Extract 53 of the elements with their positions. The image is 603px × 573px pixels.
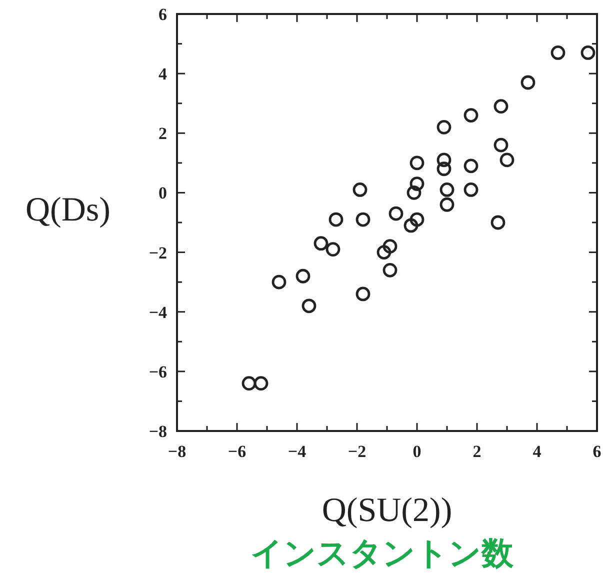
text: インスタントン数 [250, 534, 514, 572]
x-tick-label: −2 [348, 442, 366, 461]
point [242, 376, 256, 391]
point [356, 212, 370, 227]
point [440, 197, 454, 212]
point [382, 239, 398, 254]
y-tick-label: −2 [148, 243, 167, 262]
point [494, 99, 508, 114]
point [376, 245, 392, 260]
point [296, 268, 310, 284]
point [302, 298, 316, 314]
point [356, 286, 370, 302]
y-tick-label: 2 [158, 124, 167, 144]
point [436, 152, 452, 168]
x-tick-label: 4 [532, 442, 542, 461]
point [254, 376, 268, 391]
point [406, 186, 422, 200]
point [520, 75, 536, 90]
x-tick-label: 0 [412, 442, 422, 461]
y-tick-label: 4 [158, 64, 168, 84]
point [494, 138, 508, 152]
point [550, 46, 566, 60]
y-tick-label: 6 [158, 5, 167, 24]
point [440, 182, 454, 197]
point [410, 156, 424, 170]
y-tick-label: −8 [148, 422, 167, 441]
x-tick-label: −4 [288, 442, 307, 461]
point [272, 274, 286, 290]
y-tick-label: −4 [148, 302, 168, 322]
point [490, 215, 506, 230]
y-tick-label: 0 [158, 184, 167, 203]
point [382, 262, 398, 278]
y-axis-title: Q(Ds) [26, 192, 110, 228]
point [580, 46, 596, 60]
point [410, 176, 424, 191]
x-tick-label: −6 [228, 442, 246, 461]
x-tick-label: 2 [472, 442, 482, 461]
point [352, 182, 368, 197]
point [436, 120, 452, 134]
point [464, 108, 478, 122]
point [436, 162, 452, 176]
point [326, 242, 340, 257]
point [404, 218, 418, 233]
point [388, 206, 404, 221]
point [328, 212, 344, 227]
point [410, 212, 424, 227]
point [464, 182, 478, 197]
point [500, 152, 514, 168]
point [464, 158, 478, 174]
x-tick-label: 6 [592, 442, 602, 461]
y-tick-label: −6 [148, 362, 167, 382]
x-axis-title: Q(SU(2)) [322, 492, 452, 529]
point [314, 236, 328, 251]
